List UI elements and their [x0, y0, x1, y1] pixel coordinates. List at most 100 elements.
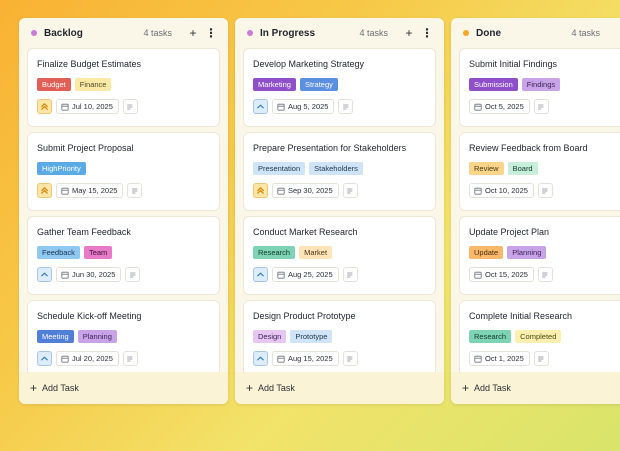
- card-title: Finalize Budget Estimates: [37, 59, 142, 69]
- description-icon[interactable]: [533, 351, 549, 366]
- task-card[interactable]: Review Feedback from Board Review Board Oct…: [459, 132, 620, 211]
- card-meta: Sep 30, 2025: [253, 183, 426, 198]
- due-date-chip[interactable]: Aug 15, 2025: [272, 351, 339, 366]
- task-card[interactable]: Conduct Market Research Research Market Aug…: [243, 216, 436, 295]
- tag-badge: Submission: [469, 78, 518, 91]
- calendar-icon: [474, 187, 485, 195]
- task-card[interactable]: Submit Project Proposal HighPriority May 1…: [27, 132, 220, 211]
- due-date: Aug 5, 2025: [288, 102, 329, 111]
- due-date-chip[interactable]: Jul 20, 2025: [56, 351, 119, 366]
- due-date: Oct 5, 2025: [485, 102, 524, 111]
- tag-badge: Review: [469, 162, 504, 175]
- due-date: Oct 1, 2025: [485, 354, 524, 363]
- card-list: Submit Initial Findings Submission Finding…: [459, 48, 620, 372]
- due-date-chip[interactable]: Oct 1, 2025: [469, 351, 530, 366]
- due-date-chip[interactable]: Jun 30, 2025: [56, 267, 122, 282]
- chevron-up-icon[interactable]: [253, 351, 268, 366]
- add-task-button[interactable]: + Add Task: [451, 372, 620, 404]
- double-chevron-up-icon[interactable]: [253, 183, 268, 198]
- task-card[interactable]: Schedule Kick-off Meeting Meeting Planning…: [27, 300, 220, 372]
- task-card[interactable]: Complete Initial Research Research Complet…: [459, 300, 620, 372]
- task-card[interactable]: Finalize Budget Estimates Budget Finance Ju…: [27, 48, 220, 127]
- tag-list: Design Prototype: [253, 330, 426, 343]
- status-dot: [31, 30, 37, 36]
- calendar-icon: [277, 271, 288, 279]
- plus-icon[interactable]: +: [189, 26, 197, 40]
- plus-icon: +: [30, 381, 38, 395]
- due-date-chip[interactable]: May 15, 2025: [56, 183, 124, 198]
- tag-badge: Feedback: [37, 246, 80, 259]
- card-meta: Oct 5, 2025: [469, 99, 620, 114]
- description-icon[interactable]: [342, 267, 358, 282]
- description-icon[interactable]: [122, 351, 138, 366]
- double-chevron-up-icon[interactable]: [37, 183, 52, 198]
- tag-list: HighPriority: [37, 162, 210, 175]
- tag-badge: Planning: [77, 330, 117, 343]
- due-date-chip[interactable]: Oct 5, 2025: [469, 99, 530, 114]
- card-meta: Jun 30, 2025: [37, 267, 210, 282]
- column-backlog: Backlog 4 tasks + ⋮ Finalize Budget Esti…: [19, 18, 228, 404]
- task-card[interactable]: Design Product Prototype Design Prototype A…: [243, 300, 436, 372]
- tag-badge: Budget: [37, 78, 71, 91]
- add-task-label: Add Task: [258, 383, 295, 393]
- plus-icon: +: [246, 381, 254, 395]
- status-dot: [247, 30, 253, 36]
- column-header: Backlog 4 tasks + ⋮: [19, 18, 228, 48]
- task-card[interactable]: Prepare Presentation for Stakeholders Pre…: [243, 132, 436, 211]
- tag-list: Submission Findings: [469, 78, 620, 91]
- tag-list: Presentation Stakeholders: [253, 162, 426, 175]
- tag-badge: Research: [469, 330, 512, 343]
- calendar-icon: [61, 355, 72, 363]
- task-card[interactable]: Gather Team Feedback Feedback Team Jun 30, …: [27, 216, 220, 295]
- description-icon[interactable]: [127, 183, 143, 198]
- plus-icon[interactable]: +: [405, 26, 413, 40]
- due-date: Jul 20, 2025: [72, 354, 113, 363]
- card-meta: Oct 10, 2025: [469, 183, 620, 198]
- tag-badge: Completed: [515, 330, 562, 343]
- due-date: Sep 30, 2025: [288, 186, 333, 195]
- card-title: Prepare Presentation for Stakeholders: [253, 143, 407, 153]
- due-date-chip[interactable]: Sep 30, 2025: [272, 183, 339, 198]
- add-task-label: Add Task: [474, 383, 511, 393]
- chevron-up-icon[interactable]: [37, 267, 52, 282]
- card-meta: Jul 20, 2025: [37, 351, 210, 366]
- double-chevron-up-icon[interactable]: [37, 99, 52, 114]
- description-icon[interactable]: [342, 183, 358, 198]
- due-date-chip[interactable]: Aug 5, 2025: [272, 99, 335, 114]
- card-meta: May 15, 2025: [37, 183, 210, 198]
- chevron-up-icon[interactable]: [253, 99, 268, 114]
- tag-badge: Team: [83, 246, 113, 259]
- calendar-icon: [277, 103, 288, 111]
- tag-badge: Planning: [507, 246, 547, 259]
- due-date-chip[interactable]: Jul 10, 2025: [56, 99, 119, 114]
- tag-list: Meeting Planning: [37, 330, 210, 343]
- column-title: In Progress: [260, 27, 316, 39]
- tag-list: Marketing Strategy: [253, 78, 426, 91]
- plus-icon: +: [462, 381, 470, 395]
- task-card[interactable]: Submit Initial Findings Submission Finding…: [459, 48, 620, 127]
- due-date: Aug 25, 2025: [288, 270, 333, 279]
- task-card[interactable]: Update Project Plan Update Planning Oct 15,…: [459, 216, 620, 295]
- add-task-button[interactable]: + Add Task: [235, 372, 444, 404]
- task-card[interactable]: Develop Marketing Strategy Marketing Strat…: [243, 48, 436, 127]
- description-icon[interactable]: [537, 183, 553, 198]
- description-icon[interactable]: [533, 99, 549, 114]
- add-task-button[interactable]: + Add Task: [19, 372, 228, 404]
- description-icon[interactable]: [338, 99, 354, 114]
- description-icon[interactable]: [122, 99, 138, 114]
- chevron-up-icon[interactable]: [253, 267, 268, 282]
- chevron-up-icon[interactable]: [37, 351, 52, 366]
- tag-badge: Update: [469, 246, 504, 259]
- due-date-chip[interactable]: Aug 25, 2025: [272, 267, 339, 282]
- more-vertical-icon[interactable]: ⋮: [205, 26, 217, 40]
- due-date-chip[interactable]: Oct 15, 2025: [469, 267, 534, 282]
- more-vertical-icon[interactable]: ⋮: [421, 26, 433, 40]
- description-icon[interactable]: [537, 267, 553, 282]
- description-icon[interactable]: [342, 351, 358, 366]
- calendar-icon: [277, 187, 288, 195]
- due-date-chip[interactable]: Oct 10, 2025: [469, 183, 534, 198]
- column-title: Backlog: [44, 27, 83, 39]
- description-icon[interactable]: [125, 267, 141, 282]
- card-meta: Oct 15, 2025: [469, 267, 620, 282]
- tag-badge: Presentation: [253, 162, 306, 175]
